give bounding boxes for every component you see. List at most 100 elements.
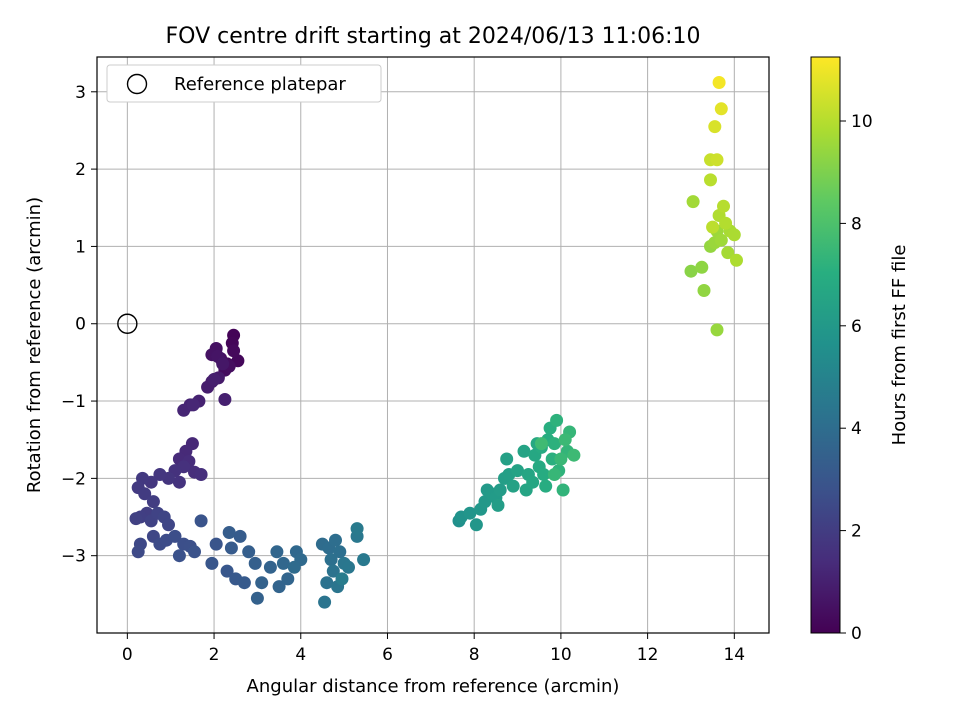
x-tick-label: 6 [382, 645, 393, 665]
x-tick-label: 12 [637, 645, 659, 665]
x-tick-label: 0 [122, 645, 133, 665]
data-point [550, 413, 564, 427]
data-point [153, 468, 167, 481]
legend-box [106, 64, 382, 103]
x-axis-ticks: 0 2 4 6 8 10 12 14 [122, 633, 745, 665]
data-point [138, 487, 152, 501]
data-points [129, 76, 743, 609]
data-point [188, 545, 201, 559]
legend-reference-marker [126, 73, 148, 95]
data-point [708, 120, 722, 134]
data-point [222, 526, 236, 539]
data-point [129, 512, 143, 526]
grid-lines [97, 57, 769, 633]
x-tick-label: 4 [295, 645, 306, 665]
legend: Reference platepar [106, 64, 382, 103]
data-point [686, 195, 700, 209]
data-point [318, 595, 332, 609]
data-point [287, 560, 301, 574]
data-point [704, 173, 717, 187]
y-tick-label: −1 [61, 392, 86, 412]
y-axis-label: Rotation from reference (arcmin) [24, 197, 45, 493]
reference-platepar-marker [117, 313, 138, 334]
y-tick-label: 2 [75, 160, 86, 180]
data-point [270, 545, 284, 559]
data-point [730, 253, 743, 267]
y-tick-label: 3 [75, 83, 86, 103]
data-point [207, 372, 221, 386]
data-point [209, 537, 223, 551]
data-point [218, 393, 232, 406]
data-point [712, 76, 726, 89]
data-point [710, 323, 724, 337]
data-point [227, 344, 241, 358]
x-tick-label: 14 [723, 645, 745, 665]
data-point [717, 199, 730, 213]
data-point [329, 533, 342, 547]
data-point [695, 260, 709, 274]
data-point [357, 553, 371, 567]
data-point [727, 228, 741, 242]
data-point [554, 452, 568, 466]
data-point [537, 468, 551, 481]
data-point [162, 518, 175, 532]
data-point [463, 506, 477, 520]
reference-marker-layer [117, 313, 138, 334]
x-tick-label: 2 [209, 645, 220, 665]
data-point [506, 479, 520, 493]
colorbar-tick-label: 10 [851, 112, 873, 132]
data-point [493, 483, 507, 497]
data-point [205, 556, 219, 570]
data-point [500, 452, 514, 466]
data-point [242, 545, 256, 559]
data-point [534, 437, 548, 451]
data-point [250, 591, 264, 605]
data-point [333, 545, 347, 559]
data-point [469, 518, 483, 532]
data-point [719, 216, 733, 230]
data-point [131, 545, 145, 559]
data-point [281, 572, 295, 586]
chart-title: FOV centre drift starting at 2024/06/13 … [166, 24, 701, 49]
data-point [714, 102, 728, 116]
data-point [255, 576, 269, 590]
data-point [177, 403, 191, 417]
colorbar-tick-label: 4 [851, 419, 862, 439]
data-point [324, 553, 338, 567]
data-point [526, 475, 540, 489]
colorbar-tick-label: 0 [851, 624, 862, 644]
colorbar-tick-label: 6 [851, 317, 862, 337]
data-point [556, 483, 570, 497]
colorbar: 0 2 4 6 8 10 Hours from first FF file [810, 56, 910, 644]
data-point [168, 529, 182, 543]
colorbar-ticks: 0 2 4 6 8 10 [840, 112, 873, 644]
y-axis-ticks: −3 −2 −1 0 1 2 3 [61, 83, 97, 567]
y-tick-label: 0 [75, 315, 86, 335]
data-point [539, 479, 553, 493]
colorbar-label: Hours from first FF file [889, 245, 910, 446]
data-point [697, 284, 711, 297]
data-point [216, 357, 230, 371]
x-axis-label: Angular distance from reference (arcmin) [247, 676, 620, 697]
data-point [342, 560, 355, 574]
x-tick-label: 10 [550, 645, 572, 665]
data-point [146, 495, 160, 509]
data-point [220, 564, 234, 578]
data-point [684, 264, 698, 278]
x-tick-label: 8 [469, 645, 480, 665]
data-point [237, 576, 251, 590]
colorbar-gradient [810, 56, 841, 634]
y-tick-label: 1 [75, 237, 86, 257]
colorbar-tick-label: 2 [851, 522, 862, 542]
data-point [224, 541, 238, 555]
data-point [350, 522, 364, 536]
data-point [172, 549, 186, 563]
data-point [172, 475, 186, 489]
y-tick-label: −3 [61, 547, 86, 567]
data-point [558, 433, 572, 447]
legend-label: Reference platepar [174, 74, 346, 95]
data-point [547, 437, 561, 451]
data-point [248, 556, 262, 570]
plot-frame [96, 56, 770, 634]
